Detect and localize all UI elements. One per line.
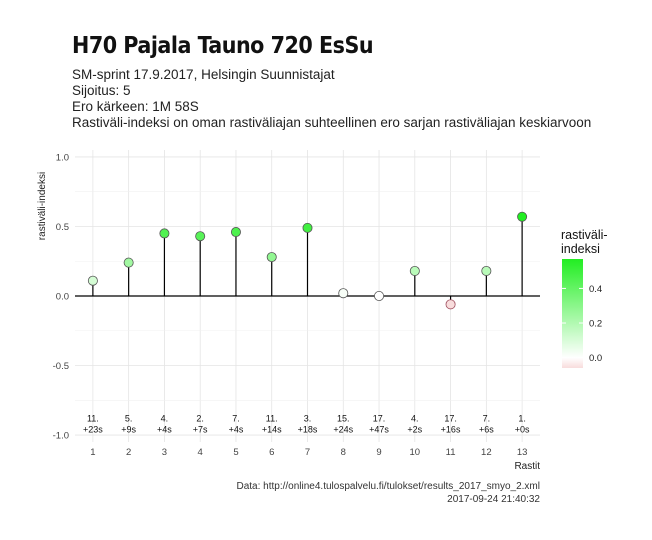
- x-tick-label: 11: [446, 447, 456, 458]
- legend-colorbar: [562, 259, 583, 368]
- point-label-rank: 11.: [266, 413, 278, 423]
- x-tick-label: 5: [233, 447, 238, 458]
- subtitle-line-3: Ero kärkeen: 1M 58S: [72, 99, 199, 114]
- data-point: [338, 288, 349, 299]
- point-labels: 11.+23s5.+9s4.+4s2.+7s7.+4s11.+14s3.+18s…: [83, 413, 530, 434]
- y-tick-label: -0.5: [53, 361, 69, 372]
- point-label-rank: 11.: [87, 413, 99, 423]
- data-point: [87, 275, 98, 286]
- point-label-diff: +14s: [262, 424, 282, 434]
- page-title: H70 Pajala Tauno 720 EsSu: [72, 33, 374, 59]
- point-label-rank: 3.: [304, 413, 312, 423]
- y-tick-label: -1.0: [53, 431, 69, 442]
- point-label-rank: 7.: [232, 413, 240, 423]
- legend-title: rastiväli-: [561, 228, 608, 242]
- x-tick-label: 2: [126, 447, 131, 458]
- timestamp-caption: 2017-09-24 21:40:32: [447, 494, 540, 505]
- data-point: [123, 257, 134, 268]
- y-axis-label: rastiväli-indeksi: [37, 172, 48, 240]
- x-tick-label: 3: [162, 447, 167, 458]
- point-label-diff: +23s: [83, 424, 103, 434]
- point-label-diff: +0s: [515, 424, 530, 434]
- subtitle-line-4: Rastiväli-indeksi on oman rastiväliajan …: [72, 115, 592, 130]
- data-point: [409, 265, 420, 276]
- point-label-rank: 17.: [373, 413, 386, 423]
- data-point: [481, 265, 492, 276]
- data-point: [302, 222, 313, 233]
- data-point: [445, 299, 456, 310]
- x-tick-label: 12: [481, 447, 492, 458]
- data-point: [374, 290, 385, 301]
- point-label-diff: +4s: [229, 424, 244, 434]
- x-tick-label: 1: [90, 447, 95, 458]
- legend-tick-label: 0.4: [589, 284, 602, 295]
- legend-tick-label: 0.2: [589, 319, 602, 330]
- subtitle-line-1: SM-sprint 17.9.2017, Helsingin Suunnista…: [72, 67, 335, 82]
- x-tick-label: 4: [198, 447, 203, 458]
- lollipop-points: [87, 211, 528, 310]
- point-label-rank: 15.: [337, 413, 350, 423]
- x-axis: 1 2 3 4 5 6 7 8 9 10 11 12 13: [90, 447, 527, 458]
- point-label-diff: +2s: [407, 424, 422, 434]
- point-label-diff: +9s: [121, 424, 136, 434]
- subtitle-line-2: Sijoitus: 5: [72, 83, 131, 98]
- legend-tick-label: 0.0: [589, 353, 602, 364]
- data-point: [195, 231, 206, 242]
- x-tick-label: 13: [517, 447, 528, 458]
- point-label-diff: +24s: [333, 424, 353, 434]
- point-label-diff: +16s: [441, 424, 461, 434]
- x-tick-label: 9: [376, 447, 381, 458]
- data-point: [266, 252, 277, 263]
- point-label-diff: +18s: [298, 424, 318, 434]
- point-label-rank: 4.: [161, 413, 169, 423]
- point-label-diff: +7s: [193, 424, 208, 434]
- data-point: [230, 227, 241, 238]
- y-tick-label: 0.0: [56, 292, 69, 303]
- color-legend: rastiväli-indeksi 0.0 0.2 0.4: [561, 228, 608, 368]
- source-caption: Data: http://online4.tulospalvelu.fi/tul…: [236, 481, 540, 492]
- point-label-diff: +4s: [157, 424, 172, 434]
- point-label-rank: 7.: [483, 413, 491, 423]
- data-point: [517, 211, 528, 222]
- point-label-rank: 4.: [411, 413, 419, 423]
- y-axis: -1.0 -0.5 0.0 0.5 1.0: [53, 152, 69, 441]
- x-tick-label: 6: [269, 447, 274, 458]
- data-point: [159, 228, 170, 239]
- x-axis-label: Rastit: [514, 461, 540, 472]
- point-label-rank: 17.: [444, 413, 457, 423]
- point-label-rank: 1.: [518, 413, 526, 423]
- y-tick-label: 0.5: [56, 222, 69, 233]
- point-label-rank: 5.: [125, 413, 133, 423]
- legend-title: indeksi: [561, 242, 600, 256]
- y-tick-label: 1.0: [56, 152, 69, 163]
- x-tick-label: 7: [305, 447, 310, 458]
- point-label-rank: 2.: [196, 413, 204, 423]
- point-label-diff: +6s: [479, 424, 494, 434]
- point-label-diff: +47s: [369, 424, 389, 434]
- x-tick-label: 10: [410, 447, 421, 458]
- x-tick-label: 8: [341, 447, 346, 458]
- lollipop-stems: [92, 216, 523, 305]
